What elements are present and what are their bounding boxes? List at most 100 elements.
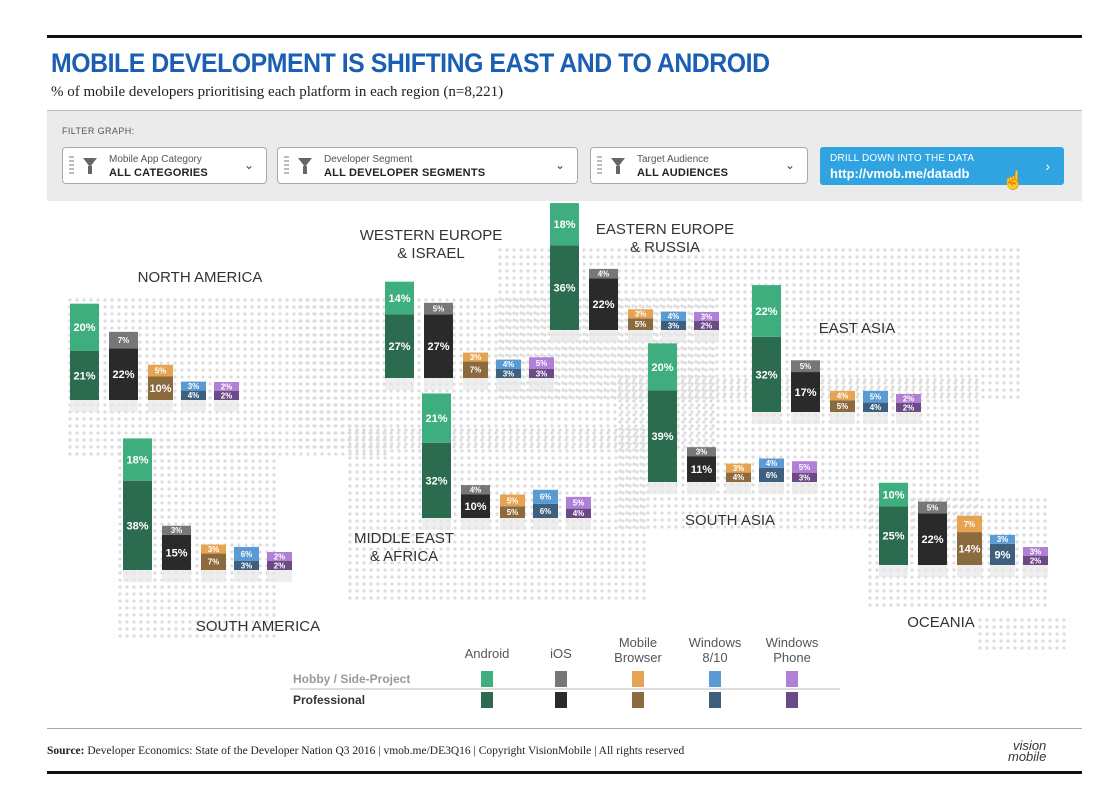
data-label-hobby: 18%	[553, 219, 575, 231]
bar-hobby-android	[752, 285, 781, 337]
legend-swatch-pro	[632, 692, 644, 708]
bar-hobby-windows-phone	[792, 461, 817, 473]
bar-hobby-android	[550, 203, 579, 246]
bar-pro-windows-8-10	[234, 561, 259, 570]
data-label-hobby: 6%	[540, 493, 552, 502]
legend-swatch-hobby	[709, 671, 721, 687]
data-label-hobby: 22%	[755, 306, 777, 318]
bar-hobby-windows-phone	[267, 552, 292, 561]
data-label-pro: 4%	[188, 391, 200, 400]
bar-hobby-windows-phone	[214, 382, 239, 391]
data-label-hobby: 3%	[208, 545, 220, 554]
bar-shadow	[181, 400, 206, 412]
data-label-pro: 2%	[701, 321, 713, 330]
bar-shadow	[162, 570, 191, 582]
dropdown-value: ALL DEVELOPER SEGMENTS	[324, 167, 486, 179]
bar-pro-windows-phone	[1023, 556, 1048, 565]
developer-segment-dropdown[interactable]: Developer Segment ALL DEVELOPER SEGMENTS…	[277, 147, 578, 184]
drill-down-button[interactable]: DRILL DOWN INTO THE DATA http://vmob.me/…	[820, 147, 1064, 185]
legend-swatch-pro	[709, 692, 721, 708]
bar-shadow	[879, 565, 908, 577]
bar-pro-windows-8-10	[181, 390, 206, 400]
drill-url: http://vmob.me/datadb	[830, 166, 970, 181]
data-label-pro: 7%	[470, 366, 482, 375]
legend-platform-label: iOS	[550, 646, 572, 661]
bar-pro-windows-phone	[694, 321, 719, 330]
bar-pro-mobile-browser	[500, 506, 525, 518]
data-label-pro: 5%	[837, 402, 849, 411]
bar-pro-android	[752, 336, 781, 412]
bar-hobby-mobile-browser	[463, 352, 488, 362]
bar-shadow	[863, 412, 888, 424]
data-label-pro: 2%	[221, 391, 233, 400]
data-label-hobby: 5%	[799, 463, 811, 472]
bar-pro-windows-8-10	[533, 503, 558, 518]
bar-shadow	[687, 482, 716, 494]
data-label-pro: 6%	[540, 507, 552, 516]
source-label: Source:	[47, 745, 85, 757]
bar-pro-windows-8-10	[496, 369, 521, 378]
data-label-pro: 3%	[503, 369, 515, 378]
data-label-hobby: 2%	[903, 394, 915, 403]
bar-pro-mobile-browser	[830, 400, 855, 412]
filter-icon	[298, 158, 312, 174]
bar-hobby-ios	[461, 485, 490, 495]
bar-pro-android	[123, 480, 152, 570]
bar-pro-ios	[461, 494, 490, 518]
data-label-hobby: 7%	[118, 336, 130, 345]
data-label-pro: 15%	[165, 547, 187, 559]
dropdown-caption: Mobile App Category	[109, 154, 202, 165]
data-label-pro: 32%	[755, 369, 777, 381]
bar-shadow	[957, 565, 982, 577]
bar-shadow	[648, 482, 677, 494]
bar-pro-mobile-browser	[463, 361, 488, 378]
data-label-pro: 3%	[668, 321, 680, 330]
hand-cursor-icon: ☝	[1002, 170, 1025, 190]
visionmobile-logo: vision mobile	[1008, 739, 1047, 764]
data-label-hobby: 5%	[433, 305, 445, 314]
data-label-hobby: 20%	[73, 322, 95, 334]
bar-hobby-ios	[424, 302, 453, 315]
data-label-pro: 5%	[635, 320, 647, 329]
target-audience-dropdown[interactable]: Target Audience ALL AUDIENCES ⌄	[590, 147, 808, 184]
data-label-pro: 21%	[73, 370, 95, 382]
data-label-hobby: 3%	[470, 353, 482, 362]
bar-shadow	[463, 378, 488, 390]
bar-pro-windows-phone	[267, 561, 292, 570]
data-label-pro: 9%	[995, 549, 1011, 561]
app-category-dropdown[interactable]: Mobile App Category ALL CATEGORIES ⌄	[62, 147, 267, 184]
bar-pro-ios	[424, 314, 453, 378]
data-label-pro: 17%	[794, 387, 816, 399]
source-text: Developer Economics: State of the Develo…	[84, 745, 685, 757]
bar-hobby-ios	[918, 501, 947, 514]
bar-shadow	[628, 330, 653, 342]
data-label-hobby: 5%	[800, 362, 812, 371]
data-label-pro: 2%	[1030, 556, 1042, 565]
data-label-hobby: 3%	[635, 310, 647, 319]
bar-hobby-windows-phone	[1023, 547, 1048, 556]
region-label: SOUTH AMERICA	[196, 618, 320, 635]
region-label: WESTERN EUROPE	[360, 227, 503, 244]
legend-row-pro: Professional	[293, 693, 365, 707]
region-label: & RUSSIA	[630, 239, 700, 256]
data-label-hobby: 5%	[507, 496, 519, 505]
legend-swatch-hobby	[555, 671, 567, 687]
bar-hobby-ios	[162, 525, 191, 535]
region-label: & ISRAEL	[397, 245, 465, 262]
bar-hobby-ios	[791, 360, 820, 373]
logo-line-2: mobile	[1008, 749, 1047, 764]
bar-pro-ios	[687, 456, 716, 482]
data-label-pro: 25%	[882, 531, 904, 543]
bar-shadow	[918, 565, 947, 577]
bar-pro-android	[550, 245, 579, 330]
drag-grip-icon	[284, 156, 289, 176]
data-label-hobby: 2%	[274, 552, 286, 561]
bar-pro-ios	[791, 372, 820, 412]
chevron-down-icon: ⌄	[554, 158, 565, 172]
data-label-pro: 38%	[126, 520, 148, 532]
drag-grip-icon	[597, 156, 602, 176]
data-label-hobby: 4%	[503, 360, 515, 369]
dropdown-caption: Target Audience	[637, 154, 709, 165]
bar-pro-android	[70, 350, 99, 400]
